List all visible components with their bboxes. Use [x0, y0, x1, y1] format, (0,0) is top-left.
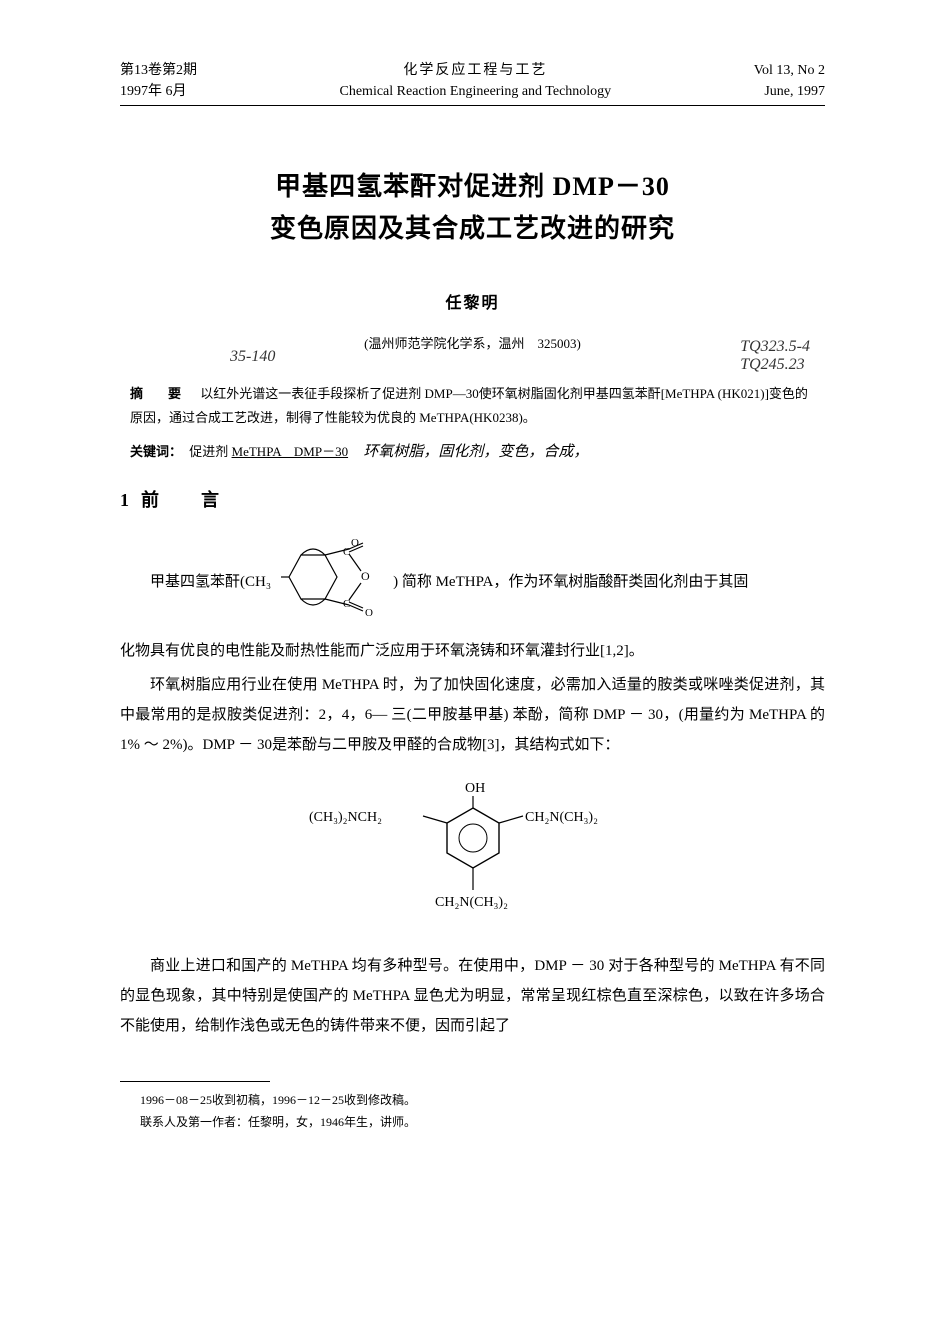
footnote-rule — [120, 1081, 270, 1082]
keywords-label: 关键词： — [130, 444, 182, 459]
paragraph-3: 环氧树脂应用行业在使用 MeTHPA 时，为了加快固化速度，必需加入适量的胺类或… — [120, 670, 825, 760]
paragraph-2: 化物具有优良的电性能及耐热性能而广泛应用于环氧浇铸和环氧灌封行业[1,2]。 — [120, 636, 825, 666]
struct2-bottom: CH₂N(CH₃)₂ — [435, 895, 508, 910]
journal-name-en: Chemical Reaction Engineering and Techno… — [340, 81, 612, 102]
date-en: June, 1997 — [754, 81, 825, 102]
handwriting-code-2: TQ245.23 — [740, 356, 810, 374]
page-header: 第13卷第2期 1997年 6月 化学反应工程与工艺 Chemical Reac… — [120, 60, 825, 106]
date-cn: 1997年 6月 — [120, 81, 197, 102]
svg-text:O: O — [361, 569, 370, 583]
abstract: 摘 要 以红外光谱这一表征手段探析了促进剂 DMP—30使环氧树脂固化剂甲基四氢… — [120, 382, 825, 429]
section-1-heading: 1 前 言 — [120, 486, 825, 512]
handwriting-code-1: TQ323.5-4 — [740, 338, 810, 356]
header-right: Vol 13, No 2 June, 1997 — [754, 60, 825, 102]
paragraph-4: 商业上进口和国产的 MeTHPA 均有多种型号。在使用中，DMP － 30 对于… — [120, 951, 825, 1041]
inline-structure-row: 甲基四氢苯酐(CH₃ O C O C — [120, 537, 825, 628]
keywords-prefix: 促进剂 — [189, 444, 228, 459]
handwriting-keywords: 环氧树脂，固化剂，变色，合成， — [363, 444, 588, 460]
author-block: 任黎明 (温州师范学院化学系，温州 325003) — [120, 289, 825, 352]
body-text: 化物具有优良的电性能及耐热性能而广泛应用于环氧浇铸和环氧灌封行业[1,2]。 环… — [120, 636, 825, 760]
vol-issue-cn: 第13卷第2期 — [120, 60, 197, 81]
struct2-left: (CH₃)₂NCH₂ — [309, 810, 382, 825]
footnote-2: 联系人及第一作者：任黎明，女，1946年生，讲师。 — [120, 1112, 825, 1134]
author-name: 任黎明 — [120, 289, 825, 313]
handwriting-left: 35-140 — [230, 348, 275, 366]
title-block: 甲基四氢苯酐对促进剂 DMP－30 变色原因及其合成工艺改进的研究 — [120, 166, 825, 249]
footnote-1: 1996－08－25收到初稿，1996－12－25收到修改稿。 — [120, 1090, 825, 1112]
struct2-right: CH₂N(CH₃)₂ — [525, 810, 598, 825]
header-left: 第13卷第2期 1997年 6月 — [120, 60, 197, 102]
title-line-1: 甲基四氢苯酐对促进剂 DMP－30 — [120, 166, 825, 208]
struct1-prefix: 甲基四氢苯酐(CH₃ — [120, 567, 271, 597]
title-line-2: 变色原因及其合成工艺改进的研究 — [120, 208, 825, 250]
svg-text:C: C — [343, 546, 350, 558]
body-text-2: 商业上进口和国产的 MeTHPA 均有多种型号。在使用中，DMP － 30 对于… — [120, 951, 825, 1041]
abstract-text: 以红外光谱这一表征手段探析了促进剂 DMP—30使环氧树脂固化剂甲基四氢苯酐[M… — [130, 386, 808, 424]
header-center: 化学反应工程与工艺 Chemical Reaction Engineering … — [340, 60, 612, 102]
anhydride-structure-icon: O C O C O — [277, 537, 387, 628]
struct1-suffix: ) 简称 MeTHPA，作为环氧树脂酸酐类固化剂由于其固 — [393, 567, 748, 597]
svg-text:O: O — [365, 607, 373, 617]
dmp30-structure-icon: OH (CH₃)₂NCH₂ CH₂N(CH₃)₂ CH₂N(CH₃)₂ — [303, 778, 643, 928]
section-1-title: 前 言 — [141, 490, 231, 510]
abstract-label: 摘 要 — [130, 386, 187, 401]
struct2-oh: OH — [465, 781, 485, 796]
affiliation: (温州师范学院化学系，温州 325003) — [120, 333, 825, 352]
dmp30-structure-block: OH (CH₃)₂NCH₂ CH₂N(CH₃)₂ CH₂N(CH₃)₂ — [120, 778, 825, 933]
vol-issue-en: Vol 13, No 2 — [754, 60, 825, 81]
keywords-underlined: MeTHPA DMP－30 — [232, 444, 349, 459]
section-1-num: 1 — [120, 490, 129, 510]
handwriting-right: TQ323.5-4 TQ245.23 — [740, 338, 810, 374]
keywords: 关键词： 促进剂 MeTHPA DMP－30 环氧树脂，固化剂，变色，合成， — [120, 439, 825, 466]
journal-name-cn: 化学反应工程与工艺 — [340, 60, 612, 81]
